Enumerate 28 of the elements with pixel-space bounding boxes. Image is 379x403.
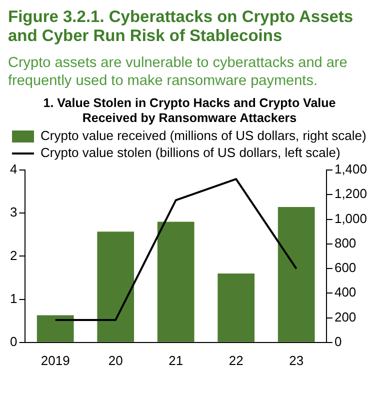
y2-tick-label: 1,400 <box>334 162 368 177</box>
y2-tick-label: 600 <box>334 260 356 276</box>
chart-subtitle: Crypto assets are vulnerable to cyberattacks and are frequently used to make ransomware payments. <box>8 54 348 90</box>
y-tick-label: 4 <box>10 162 18 177</box>
x-tick-label: 22 <box>228 352 244 368</box>
bar <box>218 273 255 342</box>
legend-label: Crypto value stolen (billions of US dollars, left scale) <box>40 145 340 160</box>
bar <box>278 206 315 342</box>
y-tick-label: 3 <box>10 204 18 220</box>
x-tick-label: 20 <box>108 352 123 368</box>
x-tick-label: 23 <box>289 352 304 368</box>
x-tick-label: 2019 <box>40 352 70 368</box>
legend-label: Crypto value received (millions of US dollars, right scale) <box>40 128 366 144</box>
bar <box>97 232 134 342</box>
y-tick-label: 0 <box>10 334 18 349</box>
x-tick-label: 21 <box>168 352 184 368</box>
y2-tick-label: 1,000 <box>334 210 368 226</box>
y2-tick-label: 200 <box>334 309 356 324</box>
text: 1. Value Stolen in Crypto Hacks and Crypto Value Received by Ransomware Attackers <box>42 96 337 126</box>
bar <box>157 222 194 342</box>
y2-tick-label: 800 <box>334 235 356 250</box>
y-tick-label: 1 <box>10 290 18 306</box>
bar <box>36 315 74 342</box>
y2-tick-label: 0 <box>334 334 342 349</box>
y2-tick-label: 400 <box>334 284 356 300</box>
y-tick-label: 2 <box>10 248 18 263</box>
y2-tick-label: 1,200 <box>334 186 368 202</box>
chart-title: Figure 3.2.1. Cyberattacks on Crypto Assets and Cyber Run Risk of Stablecoins <box>8 8 354 46</box>
